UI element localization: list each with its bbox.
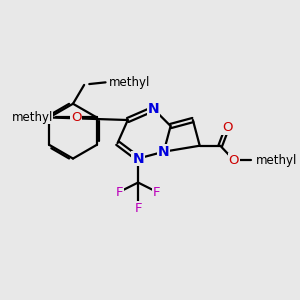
Text: methyl: methyl — [256, 154, 298, 167]
Text: O: O — [229, 154, 239, 167]
Text: N: N — [132, 152, 144, 166]
Text: methyl: methyl — [12, 111, 53, 124]
Text: F: F — [116, 186, 123, 199]
Text: O: O — [222, 121, 232, 134]
Text: F: F — [153, 186, 161, 199]
Text: N: N — [158, 145, 169, 159]
Text: O: O — [71, 111, 81, 124]
Text: methyl: methyl — [109, 76, 150, 89]
Text: N: N — [148, 102, 159, 116]
Text: F: F — [134, 202, 142, 215]
